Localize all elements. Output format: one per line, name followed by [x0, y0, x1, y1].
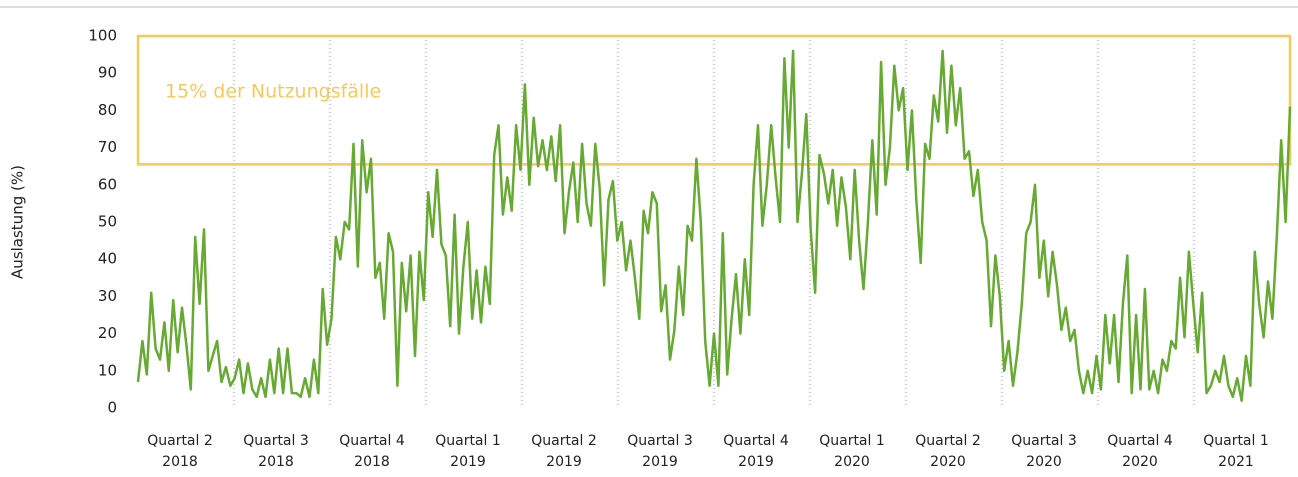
highlight-box [136, 34, 1292, 166]
y-axis-label: Auslastung (%) [9, 165, 27, 279]
y-tick-label: 90 [98, 64, 117, 82]
x-tick-label: Quartal 1 2021 [1203, 433, 1269, 470]
y-tick-label: 20 [98, 324, 117, 342]
x-tick-label: Quartal 3 2018 [243, 433, 309, 470]
x-tick-label: Quartal 2 2018 [147, 433, 213, 470]
x-tick-label: Quartal 2 2019 [531, 433, 597, 470]
y-tick-label: 40 [98, 250, 117, 268]
x-tick-label: Quartal 4 2018 [339, 433, 405, 470]
highlight-label: 15% der Nutzungsfälle [165, 81, 381, 103]
y-tick-label: 100 [88, 27, 117, 45]
data-line [136, 49, 1292, 402]
x-tick-label: Quartal 4 2020 [1107, 433, 1173, 470]
y-tick-label: 50 [98, 213, 117, 231]
x-tick-label: Quartal 3 2019 [627, 433, 693, 470]
x-tick-label: Quartal 1 2020 [819, 433, 885, 470]
x-tick-label: Quartal 1 2019 [435, 433, 501, 470]
x-tick-label: Quartal 2 2020 [915, 433, 981, 470]
x-tick-label: Quartal 3 2020 [1011, 433, 1077, 470]
y-tick-label: 60 [98, 175, 117, 193]
y-tick-label: 70 [98, 138, 117, 156]
y-tick-label: 10 [98, 361, 117, 379]
y-tick-label: 80 [98, 101, 117, 119]
y-tick-label: 0 [107, 399, 117, 417]
y-tick-label: 30 [98, 287, 117, 305]
x-tick-label: Quartal 4 2019 [723, 433, 789, 470]
